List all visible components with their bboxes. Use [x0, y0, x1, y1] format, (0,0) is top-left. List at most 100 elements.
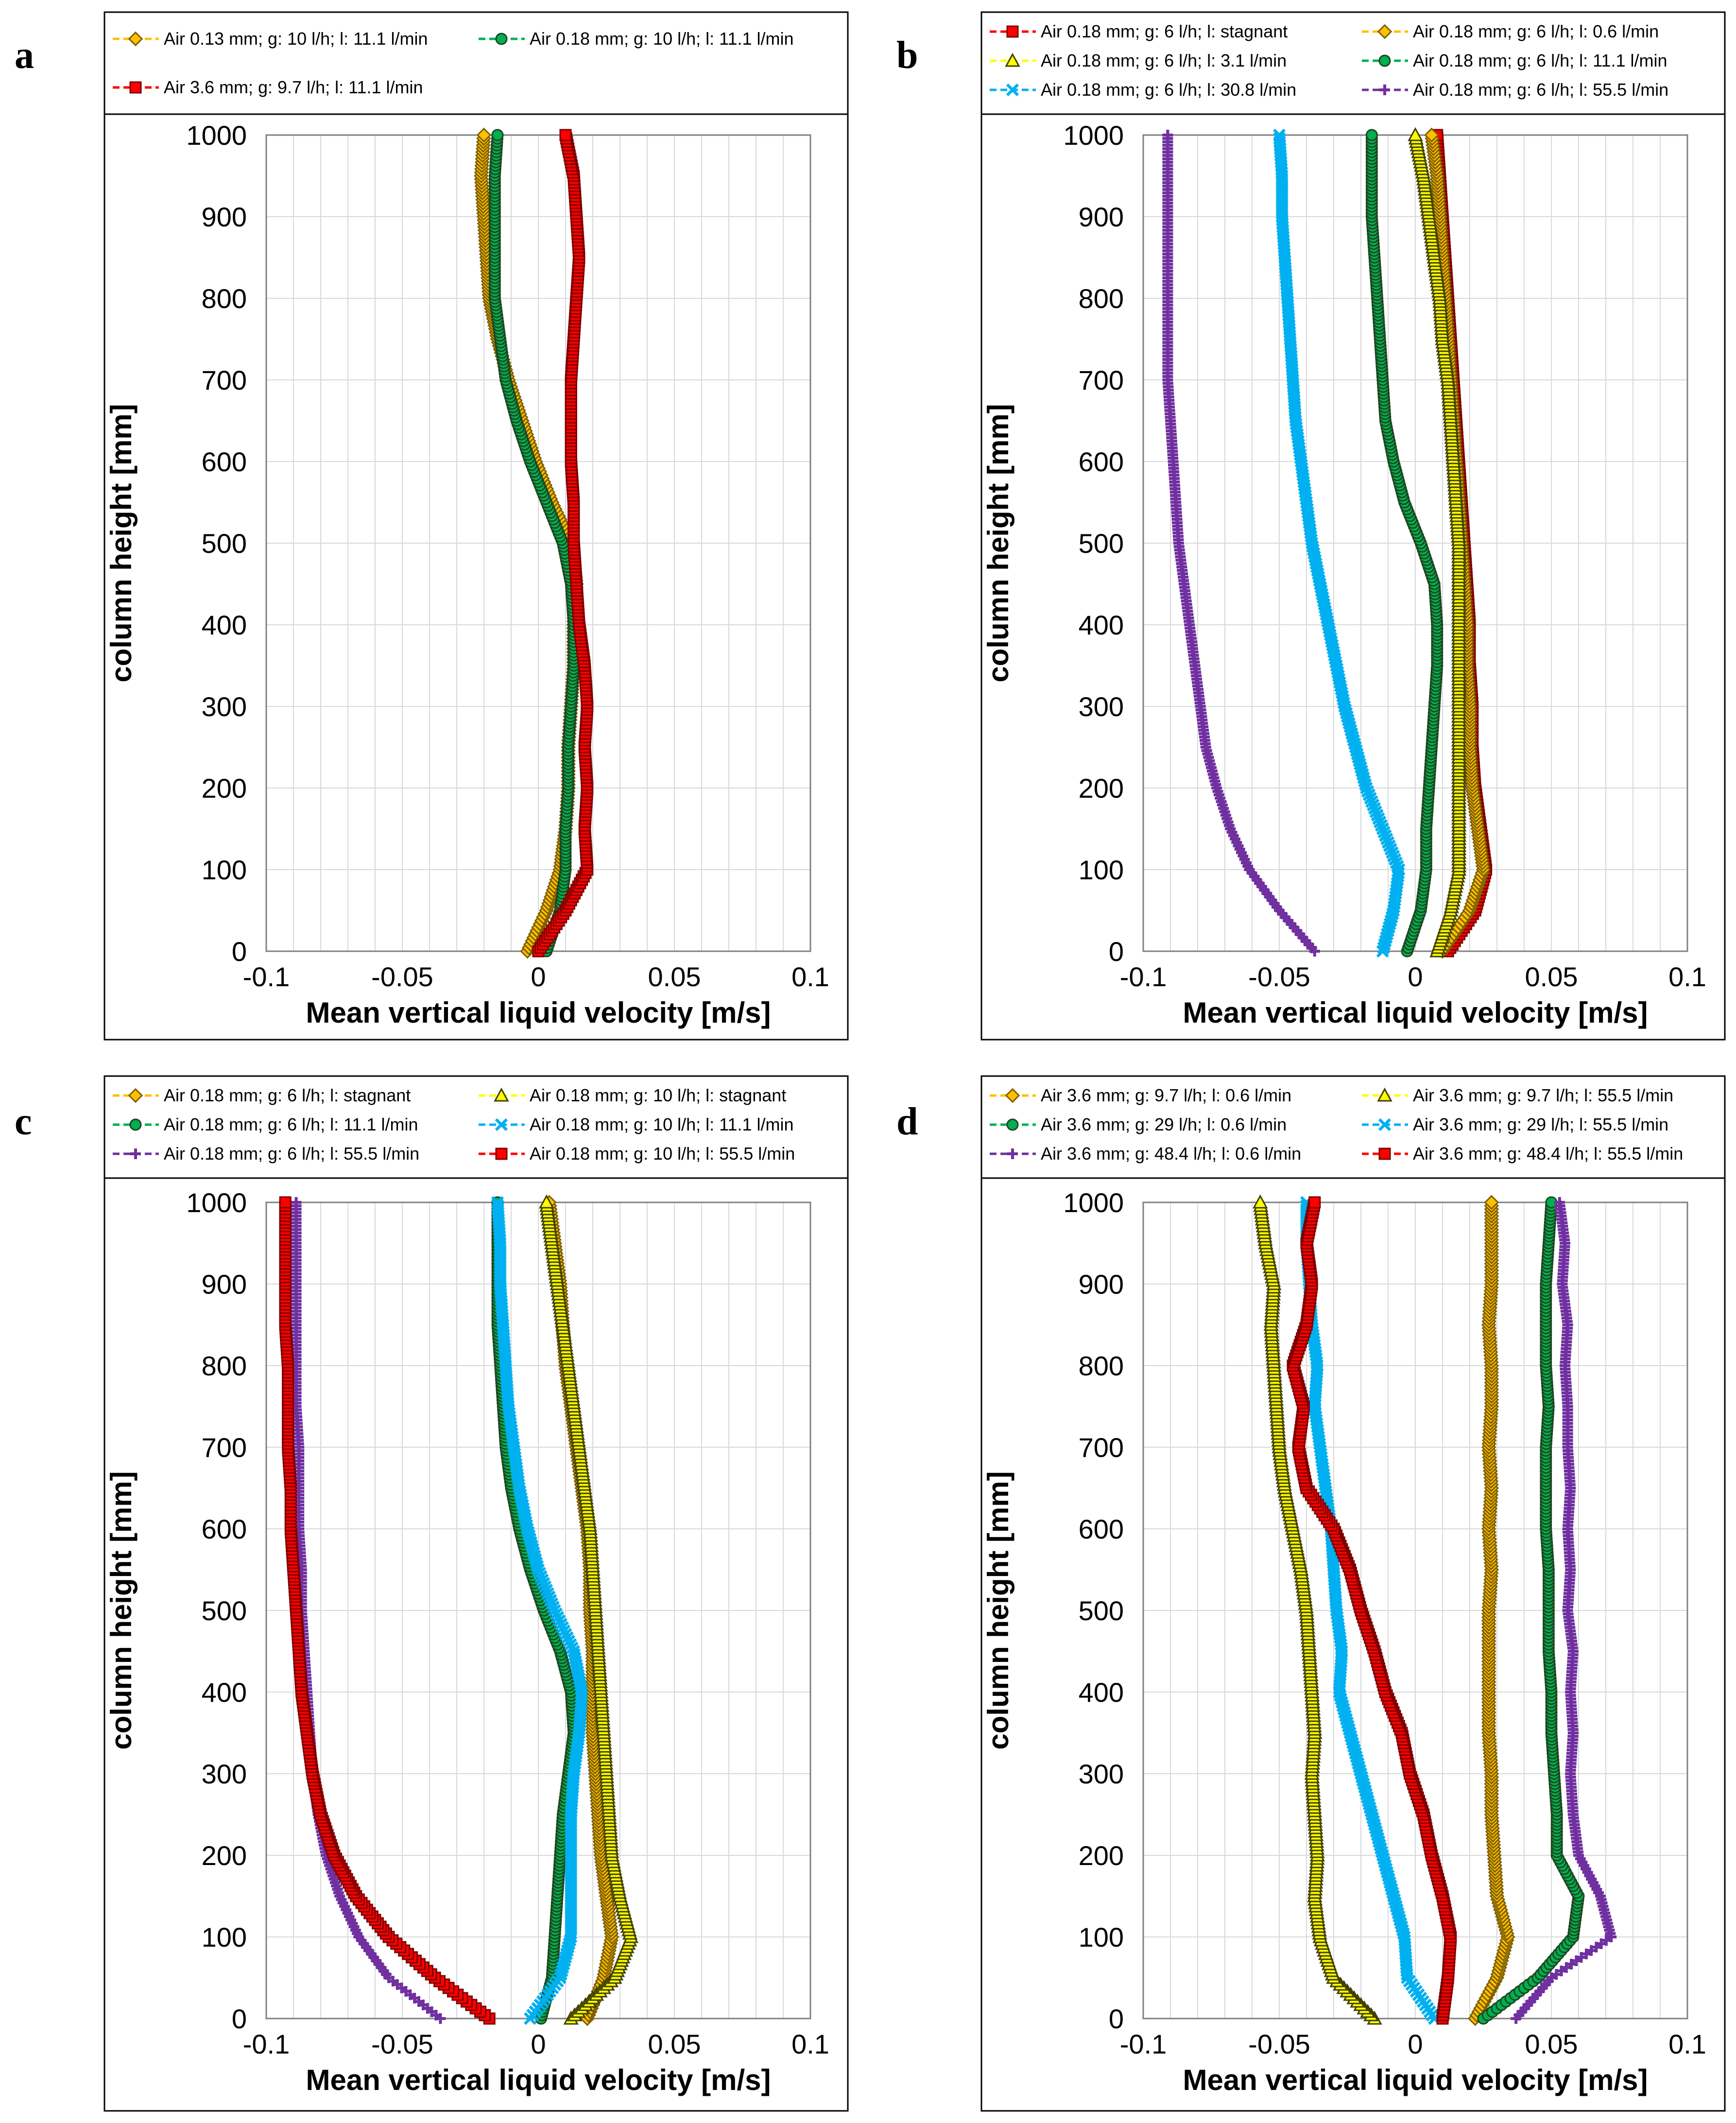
legend-marker: [1006, 83, 1019, 97]
x-tick-label: 0: [531, 2029, 546, 2059]
y-tick-label: 800: [1079, 1351, 1124, 1381]
y-tick-label: 600: [202, 446, 247, 477]
data-point: [279, 1196, 292, 1209]
y-tick-label: 400: [1079, 610, 1124, 640]
legend-marker: [1005, 52, 1020, 67]
data-point: [1365, 129, 1378, 141]
legend-label: Air 0.18 mm; g: 6 l/h; l: 30.8 l/min: [1041, 80, 1296, 100]
data-point: [491, 129, 504, 141]
y-tick-label: 700: [202, 365, 247, 395]
legend-label: Air 0.18 mm; g: 6 l/h; l: 11.1 l/min: [164, 1114, 418, 1134]
x-tick-label: -0.1: [243, 2029, 290, 2059]
y-tick-label: 500: [202, 1595, 247, 1626]
y-axis-label: column height [mm]: [105, 404, 138, 682]
x-tick-label: -0.05: [371, 961, 433, 992]
legend-marker: [128, 31, 143, 47]
legend-label: Air 0.18 mm; g: 6 l/h; l: stagnant: [1041, 21, 1288, 41]
y-tick-label: 300: [202, 1759, 247, 1789]
legend-entry: Air 0.18 mm; g: 6 l/h; l: stagnant: [990, 21, 1288, 41]
y-tick-label: 500: [1079, 528, 1124, 559]
x-tick-label: 0: [1408, 961, 1423, 992]
y-tick-label: 1000: [1063, 1187, 1124, 1218]
x-tick-label: 0: [531, 961, 546, 992]
y-tick-label: 600: [1079, 1514, 1124, 1544]
legend-label: Air 0.18 mm; g: 6 l/h; l: 55.5 l/min: [1413, 80, 1668, 100]
y-tick-label: 700: [202, 1432, 247, 1463]
x-tick-label: 0.05: [1525, 2029, 1578, 2059]
y-tick-label: 600: [1079, 446, 1124, 477]
series-2: [488, 129, 580, 958]
x-tick-label: -0.05: [1248, 961, 1310, 992]
series-2: [539, 1194, 639, 2025]
y-tick-label: 800: [202, 283, 247, 314]
data-point: [1424, 127, 1439, 143]
y-tick-label: 800: [1079, 283, 1124, 314]
x-axis-label: Mean vertical liquid velocity [m/s]: [306, 996, 771, 1029]
legend-label: Air 0.18 mm; g: 6 l/h; l: stagnant: [164, 1085, 411, 1105]
legend-label: Air 3.6 mm; g: 9.7 l/h; l: 11.1 l/min: [164, 77, 423, 97]
legend-label: Air 0.18 mm; g: 6 l/h; l: 0.6 l/min: [1413, 21, 1659, 41]
y-axis-label: column height [mm]: [982, 1471, 1014, 1749]
x-axis-label: Mean vertical liquid velocity [m/s]: [1183, 2064, 1648, 2096]
y-tick-label: 700: [1079, 1432, 1124, 1463]
legend-marker: [129, 81, 142, 94]
y-tick-label: 0: [1109, 936, 1124, 967]
legend-label: Air 0.18 mm; g: 10 l/h; l: stagnant: [530, 1085, 786, 1105]
legend-marker: [1378, 54, 1391, 67]
legend-label: Air 0.18 mm; g: 6 l/h; l: 11.1 l/min: [1413, 51, 1667, 70]
x-axis-label: Mean vertical liquid velocity [m/s]: [1183, 996, 1648, 1029]
legend-entry: Air 0.18 mm; g: 10 l/h; l: 11.1 l/min: [479, 29, 794, 49]
legend-label: Air 0.18 mm; g: 6 l/h; l: 55.5 l/min: [164, 1144, 419, 1164]
legend-label: Air 0.18 mm; g: 10 l/h; l: 11.1 l/min: [530, 29, 794, 49]
x-tick-label: -0.05: [371, 2029, 433, 2059]
legend-marker: [129, 1118, 142, 1131]
y-tick-label: 100: [1079, 1922, 1124, 1952]
y-tick-label: 400: [1079, 1677, 1124, 1708]
legend-marker: [1379, 85, 1390, 95]
legend-label: Air 0.13 mm; g: 10 l/h; l: 11.1 l/min: [164, 29, 428, 49]
legend-marker: [495, 1147, 508, 1160]
x-tick-label: 0.05: [648, 2029, 701, 2059]
y-tick-label: 200: [1079, 773, 1124, 804]
data-point: [539, 1194, 554, 1209]
y-tick-label: 500: [202, 528, 247, 559]
legend-marker: [1006, 25, 1019, 38]
series-3: [1408, 127, 1467, 958]
x-axis-label: Mean vertical liquid velocity [m/s]: [306, 2064, 771, 2096]
y-tick-label: 900: [202, 202, 247, 232]
x-tick-label: -0.05: [1248, 2029, 1310, 2059]
y-tick-label: 200: [202, 1840, 247, 1871]
x-tick-label: 0.1: [791, 2029, 829, 2059]
y-tick-label: 100: [202, 855, 247, 885]
series-6: [1162, 130, 1320, 957]
data-point: [1273, 132, 1286, 145]
x-tick-label: 0.05: [1525, 961, 1578, 992]
x-tick-label: -0.1: [1120, 961, 1167, 992]
legend-label: Air 0.18 mm; g: 10 l/h; l: 11.1 l/min: [530, 1114, 794, 1134]
y-tick-label: 700: [1079, 365, 1124, 395]
x-tick-label: -0.1: [243, 961, 290, 992]
legend-label: Air 0.18 mm; g: 10 l/h; l: 55.5 l/min: [530, 1144, 795, 1164]
y-tick-label: 0: [232, 936, 247, 967]
y-tick-label: 200: [202, 773, 247, 804]
legend-entry: Air 0.18 mm; g: 6 l/h; l: 11.1 l/min: [1362, 51, 1667, 70]
panel-label: a: [15, 34, 34, 77]
panel-label: c: [15, 1100, 32, 1143]
legend: Air 0.13 mm; g: 10 l/h; l: 11.1 l/min Air…: [113, 29, 794, 97]
x-tick-label: 0.1: [1668, 961, 1706, 992]
x-tick-label: 0: [1408, 2029, 1423, 2059]
y-tick-label: 100: [202, 1922, 247, 1952]
y-tick-label: 300: [202, 691, 247, 722]
y-tick-label: 1000: [1063, 120, 1124, 151]
data-point: [1408, 127, 1423, 141]
y-tick-label: 900: [1079, 202, 1124, 232]
legend-entry: Air 0.18 mm; g: 6 l/h; l: 0.6 l/min: [1362, 21, 1659, 41]
y-tick-label: 300: [1079, 1759, 1124, 1789]
series-5: [1272, 128, 1406, 958]
y-tick-label: 600: [202, 1514, 247, 1544]
y-tick-label: 0: [232, 2003, 247, 2034]
legend-entry: Air 0.18 mm; g: 6 l/h; l: 30.8 l/min: [990, 80, 1296, 100]
